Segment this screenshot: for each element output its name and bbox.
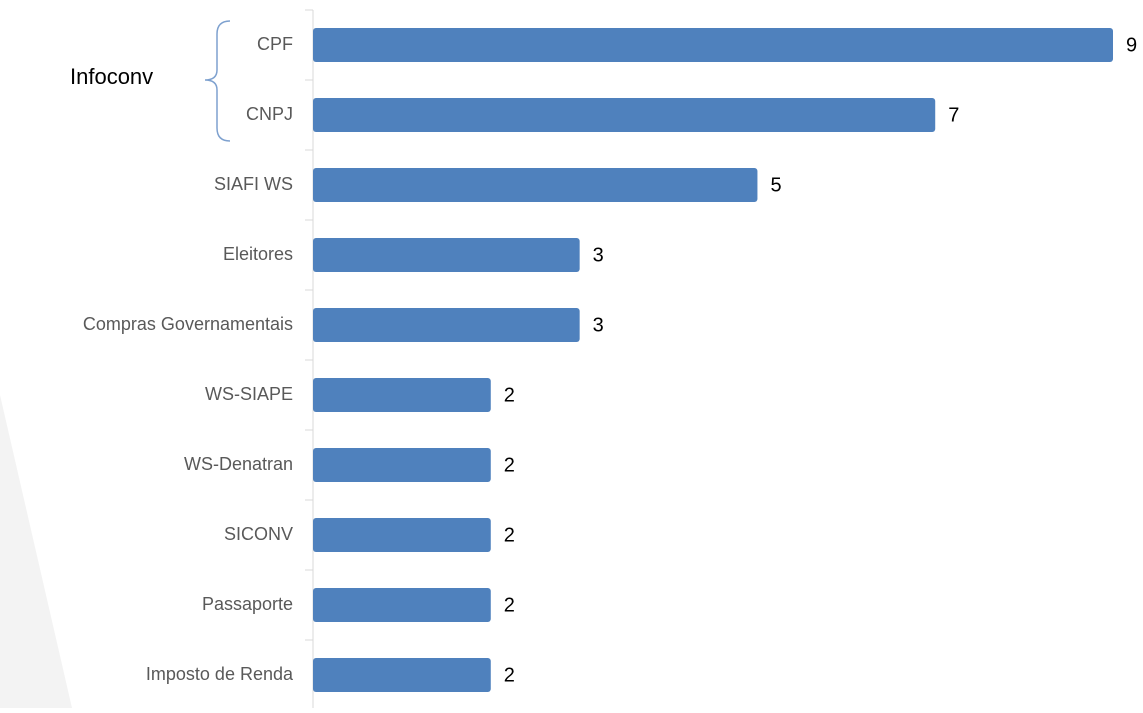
category-label: WS-Denatran	[184, 454, 293, 474]
value-label: 3	[593, 244, 604, 266]
category-label: WS-SIAPE	[205, 384, 293, 404]
value-label: 3	[593, 314, 604, 336]
value-label: 2	[504, 454, 515, 476]
bar	[313, 658, 491, 692]
bar	[313, 98, 936, 132]
category-label: SICONV	[224, 524, 293, 544]
value-label: 2	[504, 664, 515, 686]
group-label: Infoconv	[70, 64, 153, 89]
bar	[313, 588, 491, 622]
category-label: CNPJ	[246, 104, 293, 124]
background-shape	[0, 395, 72, 708]
bar	[313, 308, 580, 342]
group-brace	[204, 20, 231, 142]
category-label: Imposto de Renda	[146, 664, 294, 684]
value-label: 5	[770, 174, 781, 196]
category-label: Eleitores	[223, 244, 293, 264]
category-label: Passaporte	[202, 594, 293, 614]
category-label: Compras Governamentais	[83, 314, 293, 334]
value-label: 2	[504, 524, 515, 546]
value-label: 2	[504, 594, 515, 616]
bar	[313, 28, 1113, 62]
value-label: 7	[948, 104, 959, 126]
bar	[313, 448, 491, 482]
bar	[313, 518, 491, 552]
bar	[313, 238, 580, 272]
bar	[313, 378, 491, 412]
category-label: CPF	[257, 34, 293, 54]
category-label: SIAFI WS	[214, 174, 293, 194]
value-label: 9	[1126, 34, 1137, 56]
value-label: 2	[504, 384, 515, 406]
bar	[313, 168, 758, 202]
